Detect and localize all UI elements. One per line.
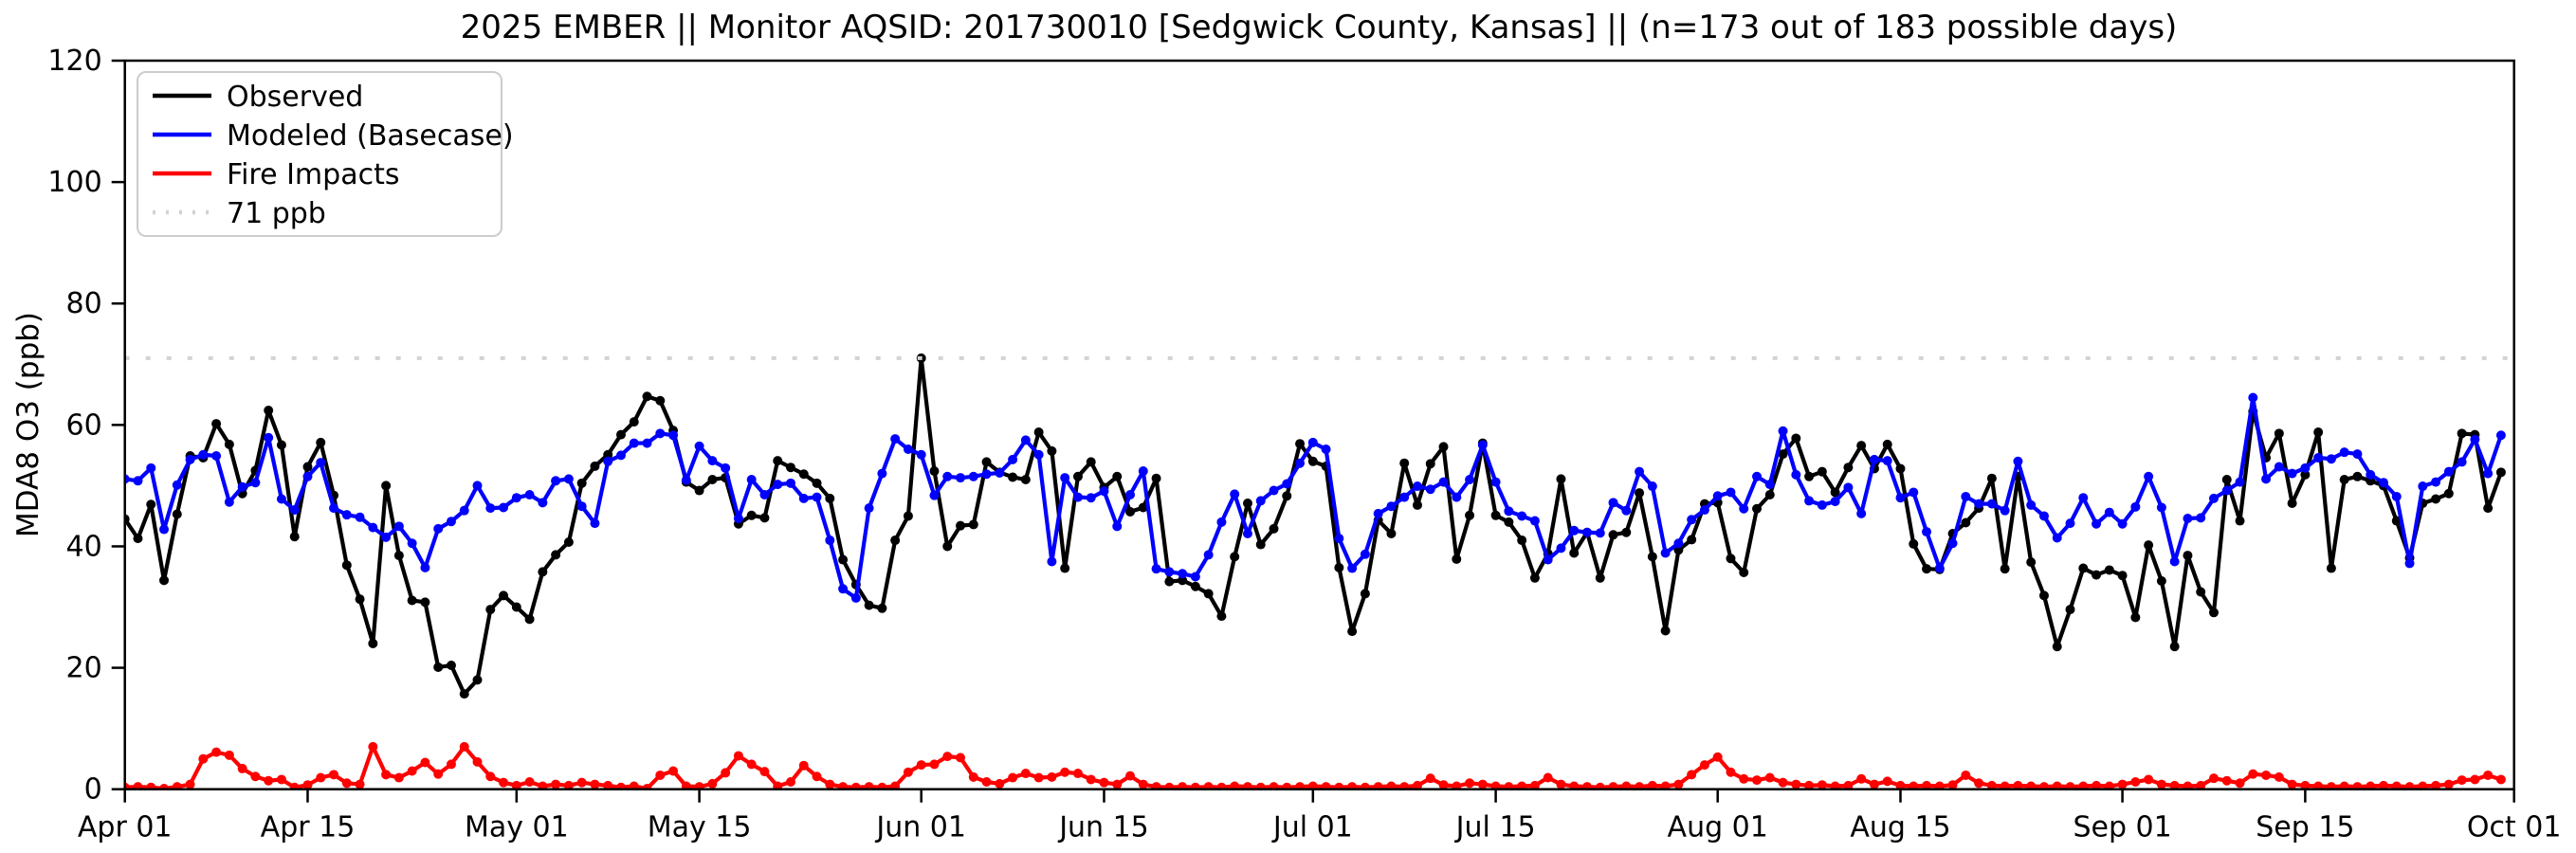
x-tick-label: Sep 01	[2073, 811, 2171, 844]
series-fire-impacts	[124, 741, 2506, 789]
legend-label: Fire Impacts	[227, 158, 399, 191]
chart-title: 2025 EMBER || Monitor AQSID: 201730010 […	[461, 9, 2178, 46]
series-observed	[124, 353, 2506, 699]
legend-label: Modeled (Basecase)	[227, 119, 514, 153]
x-tick-label: May 01	[465, 811, 569, 844]
x-tick-label: Apr 15	[261, 811, 356, 844]
x-tick-label: Oct 01	[2467, 811, 2562, 844]
y-tick-label: 20	[66, 652, 102, 685]
x-tick-label: Jul 01	[1271, 811, 1353, 844]
y-tick-label: 40	[66, 530, 102, 563]
series-modeled-basecase	[124, 392, 2506, 603]
plot-border	[123, 59, 2515, 790]
y-tick-label: 60	[66, 408, 102, 442]
legend: Observed Modeled (Basecase) Fire Impacts 71…	[137, 71, 514, 237]
y-axis: 0 20 40 60 80 100 120	[47, 45, 125, 807]
y-tick-label: 100	[47, 166, 101, 199]
x-tick-label: Jul 15	[1454, 811, 1536, 844]
x-tick-label: Sep 15	[2256, 811, 2354, 844]
x-tick-label: Apr 01	[78, 811, 173, 844]
legend-item-modeled-basecase: Modeled (Basecase)	[153, 119, 514, 153]
plot-area: 0 20 40 60 80 100 120 Apr 01 Apr 15 May 01 May 15 J…	[47, 45, 2561, 844]
legend-item-71-ppb: 71 ppb	[153, 197, 326, 230]
y-axis-label: MDA8 O3 (ppb)	[11, 312, 46, 537]
x-tick-label: Jun 01	[874, 811, 966, 844]
x-tick-label: Jun 15	[1057, 811, 1149, 844]
legend-item-fire-impacts: Fire Impacts	[153, 158, 399, 191]
x-tick-label: Aug 15	[1850, 811, 1950, 844]
legend-label: Observed	[227, 81, 363, 114]
y-tick-label: 80	[66, 287, 102, 320]
legend-box	[137, 71, 502, 237]
x-tick-label: Aug 01	[1668, 811, 1768, 844]
legend-item-observed: Observed	[153, 81, 363, 114]
y-tick-label: 0	[84, 773, 102, 807]
y-tick-label: 120	[47, 45, 101, 78]
x-tick-label: May 15	[648, 811, 752, 844]
x-axis: Apr 01 Apr 15 May 01 May 15 Jun 01 Jun 15 Jul …	[78, 789, 2562, 844]
legend-label: 71 ppb	[227, 197, 326, 230]
